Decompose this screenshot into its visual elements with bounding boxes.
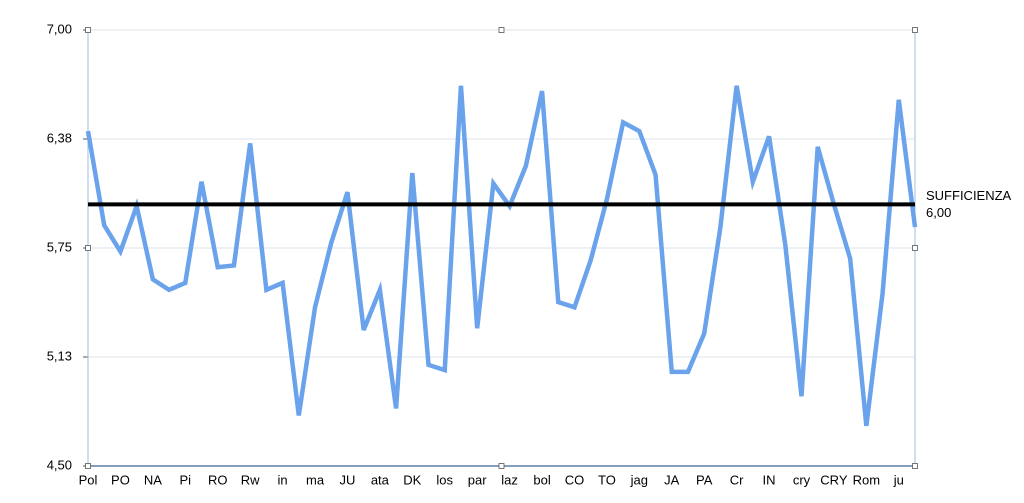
x-tick-label: bol xyxy=(533,472,550,487)
x-tick-label: JA xyxy=(664,472,680,487)
x-tick-label: ju xyxy=(893,472,904,487)
x-tick-label: IN xyxy=(763,472,776,487)
x-tick-label: PA xyxy=(696,472,713,487)
selection-handle xyxy=(85,245,91,251)
x-tick-label: Cr xyxy=(730,472,744,487)
reference-value-label: 6,00 xyxy=(926,205,951,220)
x-tick-label: DK xyxy=(403,472,421,487)
x-tick-label: par xyxy=(468,472,487,487)
x-tick-label: Pi xyxy=(180,472,192,487)
reference-label: SUFFICIENZA xyxy=(926,188,1012,203)
x-tick-label: CRY xyxy=(820,472,848,487)
x-tick-label: ma xyxy=(306,472,325,487)
selection-handle xyxy=(498,463,505,469)
selection-handle xyxy=(85,27,91,33)
x-tick-label: in xyxy=(278,472,288,487)
x-tick-label: TO xyxy=(598,472,616,487)
y-tick-label: 4,50 xyxy=(47,457,72,472)
x-tick-label: laz xyxy=(501,472,518,487)
y-tick-label: 7,00 xyxy=(47,21,72,36)
selection-handle xyxy=(912,27,918,33)
x-tick-label: los xyxy=(436,472,453,487)
selection-handle xyxy=(498,27,505,33)
y-tick-label: 6,38 xyxy=(47,130,72,145)
x-tick-label: ata xyxy=(371,472,390,487)
x-tick-label: JU xyxy=(340,472,356,487)
y-tick-label: 5,13 xyxy=(47,348,72,363)
x-tick-label: CO xyxy=(565,472,585,487)
selection-handle xyxy=(85,463,91,469)
x-tick-label: NA xyxy=(144,472,162,487)
data-line xyxy=(85,85,918,427)
selection-handle xyxy=(912,463,918,469)
y-tick-label: 5,75 xyxy=(47,239,72,254)
selection-handle xyxy=(912,245,918,251)
x-tick-label: PO xyxy=(111,472,130,487)
x-tick-label: Rw xyxy=(241,472,260,487)
x-tick-label: cry xyxy=(793,472,811,487)
x-tick-label: Rom xyxy=(853,472,880,487)
x-tick-label: RO xyxy=(208,472,228,487)
x-tick-label: Pol xyxy=(79,472,98,487)
x-tick-label: jag xyxy=(630,472,648,487)
